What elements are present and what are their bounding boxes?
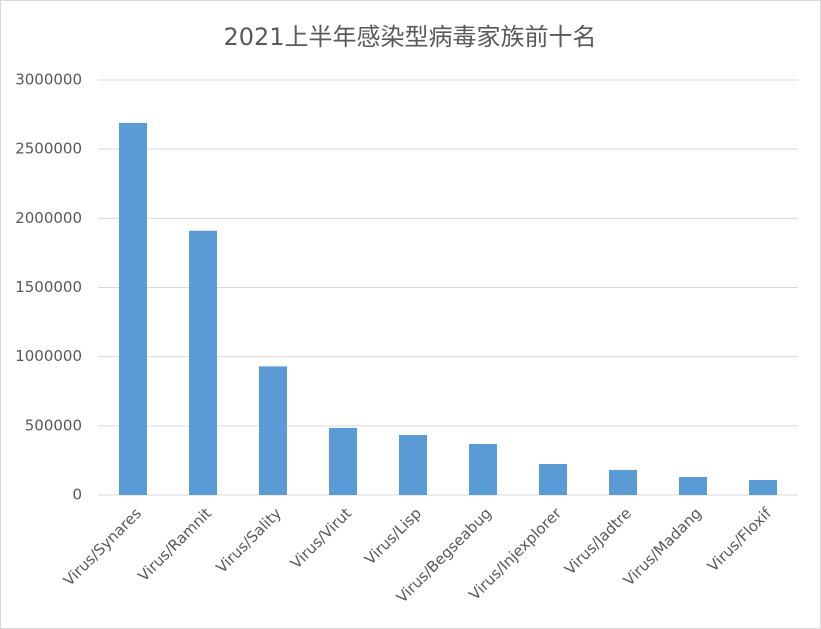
bar [539,464,567,495]
bar [119,122,147,495]
bar [749,480,777,495]
y-tick-label: 1000000 [15,347,82,365]
y-tick-label: 500000 [25,416,82,434]
y-tick-label: 2000000 [15,209,82,227]
bar [399,434,427,495]
bar [259,366,287,495]
y-tick-label: 3000000 [15,71,82,89]
y-tick-label: 2500000 [15,140,82,158]
bar [189,230,217,496]
chart-title: 2021上半年感染型病毒家族前十名 [223,23,596,51]
bar [679,477,707,495]
bar [469,443,497,495]
bar [609,469,637,495]
bar [329,427,357,495]
y-tick-label: 1500000 [15,278,82,296]
y-tick-label: 0 [72,486,82,504]
